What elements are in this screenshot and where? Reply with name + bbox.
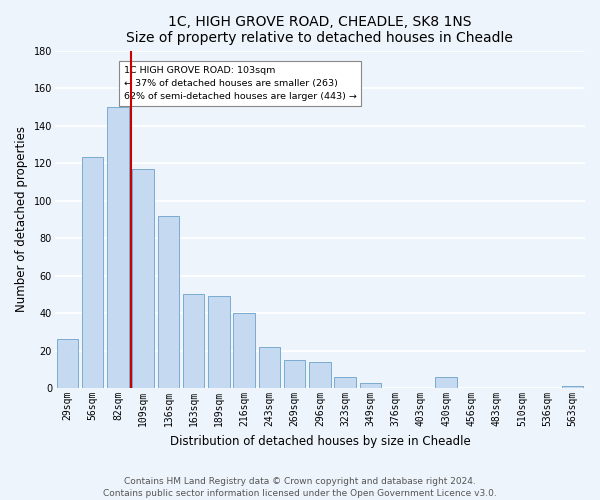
- Y-axis label: Number of detached properties: Number of detached properties: [15, 126, 28, 312]
- Bar: [284, 360, 305, 388]
- Text: 1C HIGH GROVE ROAD: 103sqm
← 37% of detached houses are smaller (263)
62% of sem: 1C HIGH GROVE ROAD: 103sqm ← 37% of deta…: [124, 66, 356, 101]
- Bar: [107, 107, 128, 388]
- Bar: [57, 340, 78, 388]
- Bar: [183, 294, 205, 388]
- Bar: [82, 158, 103, 388]
- Bar: [133, 168, 154, 388]
- Bar: [436, 377, 457, 388]
- Bar: [208, 296, 230, 388]
- Bar: [158, 216, 179, 388]
- X-axis label: Distribution of detached houses by size in Cheadle: Distribution of detached houses by size …: [170, 434, 470, 448]
- Text: Contains HM Land Registry data © Crown copyright and database right 2024.
Contai: Contains HM Land Registry data © Crown c…: [103, 476, 497, 498]
- Bar: [309, 362, 331, 388]
- Bar: [562, 386, 583, 388]
- Bar: [233, 313, 255, 388]
- Bar: [359, 382, 381, 388]
- Bar: [259, 347, 280, 388]
- Bar: [334, 377, 356, 388]
- Title: 1C, HIGH GROVE ROAD, CHEADLE, SK8 1NS
Size of property relative to detached hous: 1C, HIGH GROVE ROAD, CHEADLE, SK8 1NS Si…: [127, 15, 514, 45]
